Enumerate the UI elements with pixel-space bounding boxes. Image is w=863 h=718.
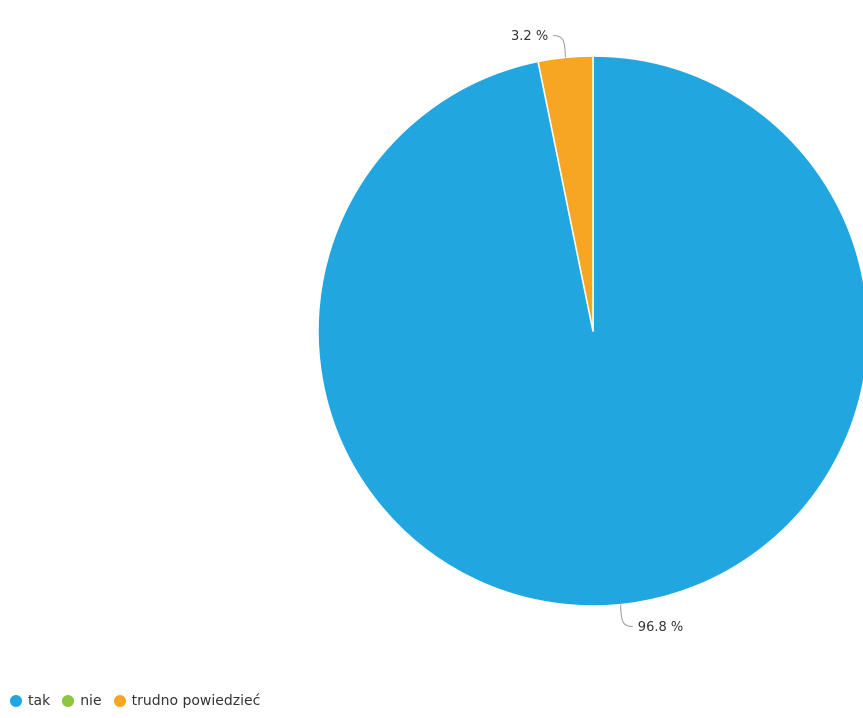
data-label-tak: 96.8 % bbox=[638, 620, 683, 635]
pie-data-labels: 96.8 % 3.2 % bbox=[511, 29, 683, 635]
legend-marker-nie bbox=[62, 695, 75, 707]
pie-slices bbox=[317, 55, 863, 607]
legend-marker-tak bbox=[10, 695, 22, 707]
pie-slice-trudno-powiedziec[interactable] bbox=[537, 55, 594, 332]
legend-item-nie[interactable]: nie bbox=[62, 693, 102, 709]
legend-label-nie: nie bbox=[80, 693, 102, 709]
legend-label-trudno-powiedziec: trudno powiedzieć bbox=[131, 693, 261, 709]
data-label-trudno-powiedziec: 3.2 % bbox=[511, 29, 548, 44]
legend-label-tak: tak bbox=[28, 693, 51, 709]
chart-legend: tak nie trudno powiedzieć bbox=[10, 693, 272, 709]
legend-item-trudno-powiedziec[interactable]: trudno powiedzieć bbox=[113, 693, 261, 709]
legend-marker-trudno-powiedziec bbox=[113, 695, 126, 707]
leader-line-tak bbox=[620, 604, 633, 627]
legend-item-tak[interactable]: tak bbox=[10, 693, 50, 709]
leader-line-trudno-powiedziec bbox=[553, 34, 566, 58]
